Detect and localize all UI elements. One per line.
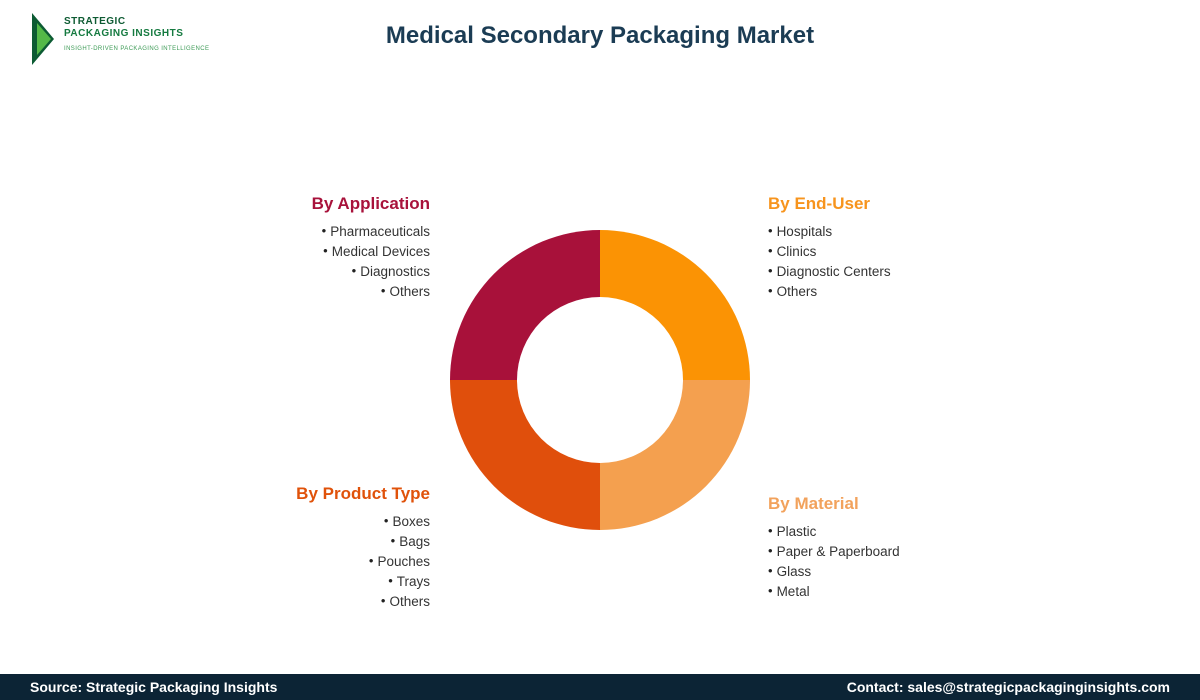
bullet-icon: • xyxy=(768,223,773,238)
bullet-icon: • xyxy=(768,543,773,558)
footer-bar: Source: Strategic Packaging Insights Con… xyxy=(0,674,1200,700)
segment-heading-material: By Material xyxy=(768,494,859,513)
list-item: • Diagnostics xyxy=(351,263,430,279)
list-item: • Trays xyxy=(388,573,430,589)
bullet-icon: • xyxy=(768,263,773,278)
bullet-icon: • xyxy=(768,243,773,258)
donut-chart xyxy=(450,230,750,530)
segment-heading-end-user: By End-User xyxy=(768,194,871,213)
logo-line2: PACKAGING INSIGHTS xyxy=(64,28,184,39)
list-item: • Others xyxy=(768,283,818,299)
page-title: Medical Secondary Packaging Market xyxy=(385,22,815,49)
segment-heading-application: By Application xyxy=(311,194,430,213)
segment-block-material: By Material • Plastic • Paper & Paperboard… xyxy=(768,494,900,602)
segment-heading-product-type: By Product Type xyxy=(296,484,430,503)
list-item: • Pouches xyxy=(368,553,430,569)
segment-list-product-type: • Boxes • Bags • Pouches • Trays • Others xyxy=(296,512,430,612)
list-item: • Others xyxy=(380,283,430,299)
logo-line1: STRATEGIC xyxy=(64,16,126,27)
bullet-icon: • xyxy=(768,283,773,298)
bullet-icon: • xyxy=(323,243,328,258)
list-item: • Medical Devices xyxy=(323,243,430,259)
bullet-icon: • xyxy=(383,513,389,528)
list-item: • Paper & Paperboard xyxy=(768,543,900,559)
bullet-icon: • xyxy=(368,553,374,568)
list-item: • Plastic xyxy=(768,523,817,539)
bullet-icon: • xyxy=(351,263,357,278)
logo-arrow-icon xyxy=(30,12,56,71)
footer-contact: Contact: sales@strategicpackaginginsight… xyxy=(846,679,1170,695)
bullet-icon: • xyxy=(768,583,773,598)
list-item: • Pharmaceuticals xyxy=(321,223,430,239)
list-item: • Glass xyxy=(768,563,812,579)
bullet-icon: • xyxy=(390,533,396,548)
list-item: • Clinics xyxy=(768,243,817,259)
bullet-icon: • xyxy=(380,593,386,608)
list-item: • Others xyxy=(380,593,430,609)
list-item: • Metal xyxy=(768,583,810,599)
segment-block-application: By Application • Pharmaceuticals • Medical… xyxy=(312,194,430,302)
footer-source: Source: Strategic Packaging Insights xyxy=(30,679,278,695)
list-item: • Hospitals xyxy=(768,223,833,239)
donut-chart-hole xyxy=(517,297,683,463)
bullet-icon: • xyxy=(321,223,327,238)
logo-tagline: INSIGHT-DRIVEN PACKAGING INTELLIGENCE xyxy=(64,46,210,52)
company-logo: STRATEGIC PACKAGING INSIGHTS INSIGHT-DRI… xyxy=(30,12,209,71)
list-item: • Bags xyxy=(390,533,430,549)
bullet-icon: • xyxy=(768,523,773,538)
logo-text: STRATEGIC PACKAGING INSIGHTS INSIGHT-DRI… xyxy=(64,12,209,53)
segment-list-end-user: • Hospitals • Clinics • Diagnostic Centers … xyxy=(768,222,891,302)
segment-list-material: • Plastic • Paper & Paperboard • Glass • Met… xyxy=(768,522,900,602)
bullet-icon: • xyxy=(380,283,386,298)
segment-block-product-type: By Product Type • Boxes • Bags • Pouches • T… xyxy=(296,484,430,612)
segment-list-application: • Pharmaceuticals • Medical Devices • Diagn… xyxy=(312,222,430,302)
bullet-icon: • xyxy=(768,563,773,578)
segment-block-end-user: By End-User • Hospitals • Clinics • Diagnos… xyxy=(768,194,891,302)
list-item: • Boxes xyxy=(383,513,430,529)
bullet-icon: • xyxy=(388,573,393,588)
list-item: • Diagnostic Centers xyxy=(768,263,891,279)
